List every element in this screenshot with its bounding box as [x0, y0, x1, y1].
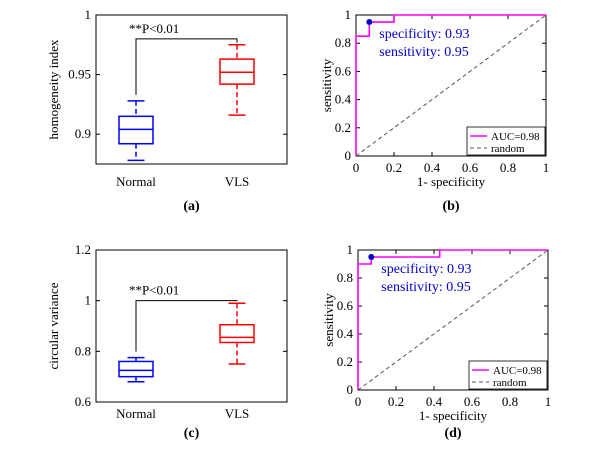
panel-label: (a) — [183, 199, 200, 214]
legend-entry: AUC=0.98 — [491, 131, 540, 143]
significance-label: **P<0.01 — [129, 283, 179, 298]
annotation-text: sensitivity: 0.95 — [379, 45, 468, 60]
x-category-label: VLS — [225, 174, 250, 189]
significance-bracket — [135, 38, 238, 95]
chart-panel-c: 0.6 0.8 1 1.2 circular variance (c) **P<0.01 No… — [46, 242, 288, 441]
box-normal — [118, 100, 154, 162]
chart-panel-a: 0.9 0.95 1 homogeneity index (a) **P<0.01 Norm… — [46, 7, 288, 214]
random-line — [355, 14, 547, 157]
significance-bracket — [135, 300, 238, 352]
y-tick-label: 1 — [345, 7, 352, 22]
y-tick-label: 1 — [347, 242, 354, 257]
x-axis-label: 1- specificity — [419, 408, 488, 423]
annotation-text: sensitivity: 0.95 — [381, 280, 470, 295]
x-tick-label: 1 — [545, 394, 552, 409]
y-tick-label: 1 — [85, 293, 92, 308]
legend-box — [466, 126, 546, 156]
y-tick-label: 0.8 — [75, 343, 91, 358]
annotation-text: specificity: 0.93 — [379, 27, 469, 42]
chart-panel-d: 0 0.2 0.4 0.6 0.8 1 sensitivity (d) 0 0.2 0.4 0.6 0.… — [321, 242, 551, 441]
y-tick-label: 0.6 — [75, 394, 92, 409]
x-category-label: Normal — [116, 174, 156, 189]
y-tick-label: 0.4 — [337, 326, 354, 341]
y-tick-label: 0.2 — [337, 354, 353, 369]
y-tick-label: 0.95 — [68, 67, 91, 82]
x-tick-label: 0.2 — [388, 394, 404, 409]
panel-label: (c) — [184, 426, 200, 441]
x-tick-label: 0.6 — [464, 394, 481, 409]
legend-entry: AUC=0.98 — [493, 365, 542, 377]
y-tick-label: 1.2 — [75, 242, 91, 257]
x-tick-label: 0 — [355, 394, 362, 409]
operating-point — [368, 254, 375, 260]
x-axis-label: 1- specificity — [417, 174, 486, 189]
plot-frame — [95, 249, 288, 403]
x-tick-label: 0.4 — [426, 394, 443, 409]
box-normal — [118, 356, 154, 383]
box-iqr — [118, 360, 154, 378]
y-tick-label: 0.6 — [335, 63, 352, 78]
random-line — [357, 249, 549, 391]
x-category-label: VLS — [225, 406, 250, 421]
x-tick-label: 0.2 — [386, 160, 402, 175]
y-tick-label: 0.9 — [75, 126, 91, 141]
panel-label: (b) — [442, 199, 459, 214]
y-tick-label: 0.4 — [335, 92, 352, 107]
y-tick-label: 1 — [85, 7, 92, 22]
y-axis-label: sensitivity — [321, 293, 336, 347]
y-tick-label: 0 — [347, 382, 354, 397]
box-vls — [219, 44, 255, 116]
x-tick-label: 0 — [353, 160, 360, 175]
y-tick-label: 0.2 — [335, 120, 351, 135]
y-tick-label: 0.8 — [337, 270, 353, 285]
y-tick-label: 0 — [345, 148, 352, 163]
y-axis-label: homogeneity index — [46, 39, 61, 140]
panel-label: (d) — [444, 426, 461, 441]
y-axis-label: circular variance — [46, 282, 61, 369]
x-tick-label: 0.8 — [502, 394, 518, 409]
x-category-label: Normal — [116, 406, 156, 421]
annotation-text: specificity: 0.93 — [381, 262, 471, 277]
y-axis-label: sensitivity — [319, 58, 334, 112]
box-iqr — [219, 323, 255, 344]
legend-entry: random — [491, 143, 525, 155]
y-tick-label: 0.6 — [337, 298, 354, 313]
chart-panel-b: 0 0.2 0.4 0.6 0.8 1 sensitivity (b) 0 0.2 0.4 0.6 0.… — [319, 7, 549, 214]
x-tick-label: 1 — [543, 160, 550, 175]
y-tick-label: 0.8 — [335, 35, 351, 50]
x-tick-label: 0.4 — [424, 160, 441, 175]
box-vls — [219, 302, 255, 365]
x-tick-label: 0.8 — [500, 160, 516, 175]
legend-box — [468, 360, 548, 390]
plot-frame — [95, 14, 288, 165]
x-tick-label: 0.6 — [462, 160, 479, 175]
legend-entry: random — [493, 377, 527, 389]
significance-label: **P<0.01 — [129, 21, 179, 36]
operating-point — [366, 19, 373, 26]
